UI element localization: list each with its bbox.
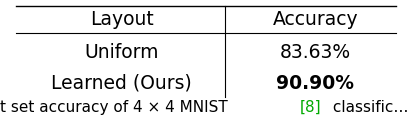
Text: Learned (Ours): Learned (Ours) (51, 74, 192, 93)
Text: Uniform: Uniform (84, 43, 159, 62)
Text: Layout: Layout (90, 10, 153, 29)
Text: classific…: classific… (328, 100, 409, 115)
Text: 83.63%: 83.63% (280, 43, 351, 62)
Text: [8]: [8] (300, 100, 322, 115)
Text: Accuracy: Accuracy (272, 10, 358, 29)
Text: t set accuracy of 4 × 4 MNIST: t set accuracy of 4 × 4 MNIST (0, 100, 233, 115)
Text: 90.90%: 90.90% (276, 74, 354, 93)
